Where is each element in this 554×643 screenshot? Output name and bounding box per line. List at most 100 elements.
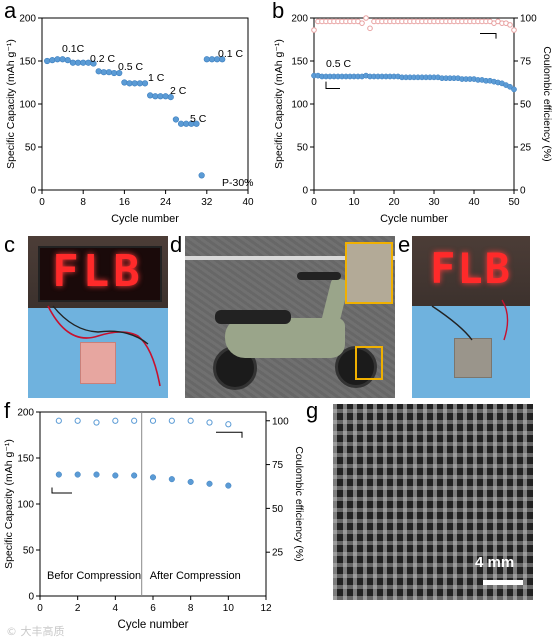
capacity-arrow bbox=[51, 487, 72, 494]
capacity-point bbox=[74, 471, 81, 478]
x-tick-label: 16 bbox=[119, 197, 131, 208]
data-point bbox=[126, 80, 133, 87]
rate-annotation: 0.1 C bbox=[218, 48, 244, 60]
connecting-wires bbox=[431, 299, 509, 341]
x-tick-label: 2 bbox=[75, 603, 81, 614]
x-tick-label: 10 bbox=[223, 603, 235, 614]
capacity-point bbox=[225, 482, 232, 489]
efficiency-point bbox=[367, 25, 373, 32]
data-point bbox=[110, 69, 118, 77]
efficiency-point bbox=[149, 417, 157, 424]
data-point bbox=[121, 79, 128, 86]
panel-label-c: c bbox=[4, 232, 15, 257]
rate-annotation: 2 C bbox=[170, 85, 187, 97]
x-tick-label: 0 bbox=[311, 197, 317, 208]
efficiency-point bbox=[507, 22, 513, 28]
data-point bbox=[172, 116, 179, 123]
efficiency-point bbox=[55, 417, 62, 424]
efficiency-point bbox=[311, 27, 317, 33]
rate-annotation: 0.5 C bbox=[118, 61, 144, 73]
capacity-arrow bbox=[325, 81, 340, 90]
x-tick-label: 8 bbox=[80, 197, 86, 208]
scooter-handlebar bbox=[297, 272, 341, 280]
data-point bbox=[59, 56, 66, 63]
capacity-point bbox=[131, 472, 138, 479]
wall-background bbox=[412, 236, 530, 316]
x-tick-label: 32 bbox=[201, 197, 213, 208]
inset-photo bbox=[345, 242, 393, 304]
x-axis-label: Cycle number bbox=[118, 619, 189, 631]
efficiency-point bbox=[359, 20, 365, 26]
data-point bbox=[141, 80, 149, 87]
efficiency-point bbox=[206, 419, 213, 426]
efficiency-arrow bbox=[480, 32, 497, 39]
data-point bbox=[131, 80, 138, 87]
data-point bbox=[219, 56, 226, 63]
y2-tick-label: 50 bbox=[520, 100, 532, 111]
capacity-point bbox=[55, 471, 62, 478]
y-tick-label: 100 bbox=[17, 500, 34, 511]
x-tick-label: 10 bbox=[348, 197, 360, 208]
y-tick-label: 150 bbox=[19, 57, 36, 68]
capacity-point bbox=[511, 86, 517, 93]
led-sign-text: FLB bbox=[430, 244, 512, 293]
panel-label-a: a bbox=[4, 0, 17, 23]
x-tick-label: 8 bbox=[188, 603, 194, 614]
rate-annotation: 1 C bbox=[148, 72, 165, 84]
rate-annotation: 0.1C bbox=[62, 43, 85, 55]
x-tick-label: 0 bbox=[39, 197, 45, 208]
data-point bbox=[203, 56, 210, 63]
x-axis-label: Cycle number bbox=[111, 213, 179, 225]
y-tick-label: 200 bbox=[17, 408, 34, 419]
data-point bbox=[100, 69, 107, 76]
y-axis-label: Specific Capacity (mAh g⁻¹) bbox=[273, 39, 285, 169]
data-point bbox=[105, 69, 113, 76]
efficiency-point bbox=[511, 27, 517, 33]
led-sign-board bbox=[38, 246, 162, 302]
efficiency-point bbox=[363, 15, 369, 21]
compression-test-chart: 0 2 4 6 8 10 12 0 50 100 150 200 25 50 75 100 Cycle numb… bbox=[3, 408, 305, 632]
rate-capability-chart: 0 8 16 24 32 40 0 50 100 150 200 Cycle number Specif… bbox=[5, 14, 254, 226]
data-point bbox=[167, 94, 174, 101]
panel-label-f: f bbox=[4, 398, 11, 423]
y-tick-label: 50 bbox=[25, 143, 37, 154]
road-line bbox=[185, 256, 395, 260]
y2-tick-label: 75 bbox=[520, 57, 532, 68]
data-point bbox=[44, 57, 51, 65]
y-tick-label: 0 bbox=[28, 592, 34, 603]
rate-annotation: 0.5 C bbox=[326, 58, 352, 70]
data-point bbox=[54, 56, 61, 63]
capacity-point bbox=[112, 472, 119, 479]
data-point bbox=[74, 59, 82, 66]
data-point bbox=[152, 93, 159, 100]
y-tick-label: 150 bbox=[291, 57, 308, 68]
efficiency-point bbox=[112, 417, 119, 424]
y-tick-label: 100 bbox=[19, 100, 36, 111]
y-tick-label: 150 bbox=[17, 454, 34, 465]
y2-tick-label: 100 bbox=[520, 14, 537, 25]
electric-scooter-photo bbox=[185, 236, 395, 398]
y2-tick-label: 75 bbox=[272, 460, 284, 471]
y2-axis-label: Coulombic efficiency (%) bbox=[541, 46, 553, 161]
data-point bbox=[49, 57, 56, 64]
data-point bbox=[90, 60, 97, 67]
y-tick-label: 50 bbox=[23, 546, 35, 557]
data-point bbox=[80, 59, 87, 66]
panel-label-d: d bbox=[170, 232, 183, 257]
plot-frame bbox=[313, 17, 515, 191]
efficiency-point bbox=[187, 417, 194, 424]
scooter-seat bbox=[215, 310, 291, 324]
x-tick-label: 40 bbox=[468, 197, 480, 208]
data-point bbox=[136, 80, 143, 87]
y2-tick-label: 25 bbox=[272, 548, 284, 559]
x-tick-label: 24 bbox=[160, 197, 172, 208]
efficiency-point bbox=[93, 419, 100, 426]
x-tick-label: 50 bbox=[508, 197, 520, 208]
led-sign-photo-c: FLB bbox=[28, 236, 168, 398]
highlight-box bbox=[355, 346, 383, 380]
data-point bbox=[157, 93, 164, 100]
scale-bar-label: 4 mm bbox=[475, 554, 515, 571]
rate-annotation: 0.2 C bbox=[90, 53, 116, 65]
data-point bbox=[64, 57, 71, 64]
